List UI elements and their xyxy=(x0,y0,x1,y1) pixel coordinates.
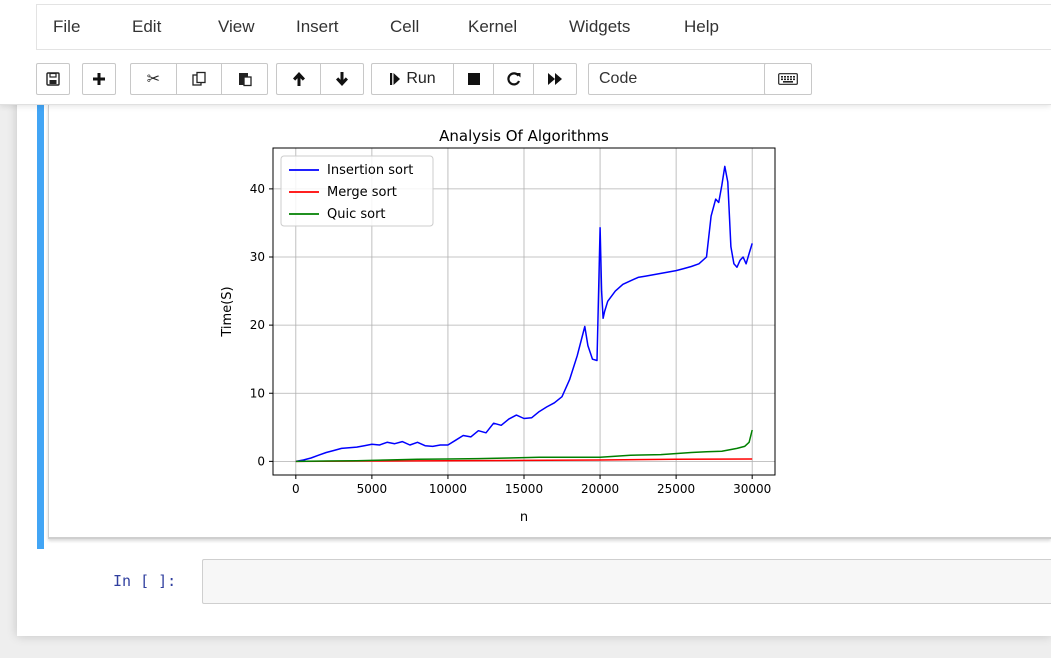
x-tick-label: 0 xyxy=(292,482,300,496)
paste-icon xyxy=(238,73,252,87)
legend: Insertion sort Merge sort Quic sort xyxy=(280,155,434,227)
copy-button[interactable] xyxy=(176,63,222,95)
restart-icon xyxy=(506,72,520,86)
x-tick-label: 5000 xyxy=(357,482,388,496)
x-tick-label: 15000 xyxy=(505,482,543,496)
menu-help[interactable]: Help xyxy=(684,17,719,36)
run-button[interactable]: Run xyxy=(371,63,453,95)
legend-label: Merge sort xyxy=(327,185,397,200)
chart-title: Analysis Of Algorithms xyxy=(439,127,609,145)
menu-cell[interactable]: Cell xyxy=(390,17,420,36)
paste-button[interactable] xyxy=(222,63,268,95)
header-panel: File Edit View Insert Cell Kernel Widget… xyxy=(0,0,1051,105)
step-forward-icon xyxy=(390,73,401,85)
y-axis-title: Time(S) xyxy=(220,286,235,337)
run-label: Run xyxy=(406,70,436,87)
keyboard-icon xyxy=(778,73,798,85)
series-lines xyxy=(295,165,753,463)
move-down-button[interactable] xyxy=(320,63,364,95)
copy-icon xyxy=(192,71,206,86)
run-all-button[interactable] xyxy=(533,63,577,95)
fast-forward-icon xyxy=(548,73,562,85)
scissors-icon: ✂ xyxy=(146,71,161,88)
insert-cell-button[interactable] xyxy=(82,63,116,95)
y-tick-label: 20 xyxy=(250,318,265,332)
x-tick-label: 25000 xyxy=(657,482,695,496)
save-button[interactable] xyxy=(36,63,70,95)
command-palette-button[interactable] xyxy=(764,63,812,95)
stop-icon xyxy=(467,73,480,85)
menu-view[interactable]: View xyxy=(218,17,255,36)
menu-widgets[interactable]: Widgets xyxy=(569,17,631,36)
y-tick-label: 40 xyxy=(250,182,265,196)
series-line-0 xyxy=(295,165,753,463)
floppy-disk-icon xyxy=(46,72,60,86)
interrupt-button[interactable] xyxy=(453,63,493,95)
move-up-button[interactable] xyxy=(276,63,320,95)
y-tick-label: 10 xyxy=(250,386,265,400)
restart-button[interactable] xyxy=(493,63,533,95)
axis-ticks: 0 5000 10000 15000 20000 25000 30000 0 10 20 30 40 xyxy=(250,182,772,496)
cell-type-value: Code xyxy=(599,70,638,87)
series-line-2 xyxy=(295,429,753,463)
code-input[interactable] xyxy=(202,559,1051,604)
x-tick-label: 30000 xyxy=(733,482,771,496)
menu-insert[interactable]: Insert xyxy=(296,17,339,36)
selected-cell-indicator xyxy=(37,105,44,549)
menu-kernel[interactable]: Kernel xyxy=(468,17,518,36)
cell-type-select[interactable]: Code xyxy=(588,63,792,95)
arrow-up-icon xyxy=(292,72,305,86)
menu-edit[interactable]: Edit xyxy=(132,17,162,36)
plus-icon xyxy=(93,73,105,85)
menu-file[interactable]: File xyxy=(53,17,81,36)
legend-box xyxy=(280,155,434,227)
x-axis-title: n xyxy=(520,510,528,525)
x-tick-label: 10000 xyxy=(429,482,467,496)
y-tick-label: 0 xyxy=(257,454,265,468)
arrow-down-icon xyxy=(336,72,348,86)
cell-output-area xyxy=(48,105,1051,539)
cell-prompt: In [ ]: xyxy=(113,572,177,590)
legend-label: Insertion sort xyxy=(327,163,413,178)
y-tick-label: 30 xyxy=(250,250,265,264)
menu-bar: File Edit View Insert Cell Kernel Widget… xyxy=(36,4,1051,50)
cut-button[interactable]: ✂ xyxy=(130,63,176,95)
x-tick-label: 20000 xyxy=(581,482,619,496)
legend-label: Quic sort xyxy=(327,207,386,222)
